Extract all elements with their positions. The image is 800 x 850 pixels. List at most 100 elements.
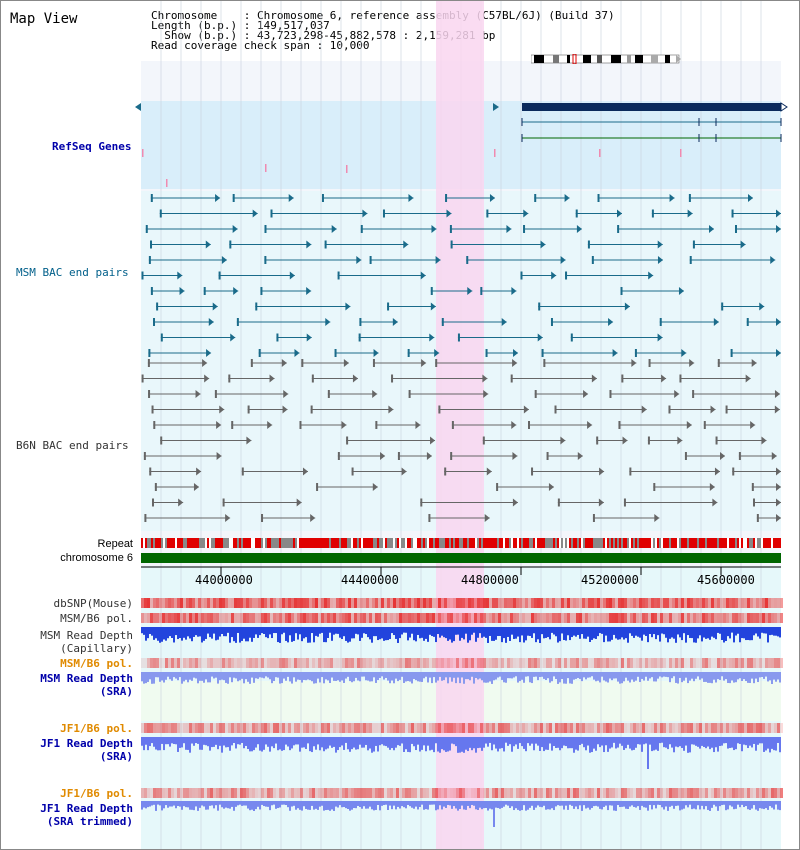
polymorphism-cell [237, 613, 240, 623]
polymorphism-cell [702, 788, 705, 798]
polymorphism-cell [681, 613, 684, 623]
track-label-b6n-bac[interactable]: B6N BAC end pairs [16, 439, 129, 452]
polymorphism-cell [405, 723, 408, 733]
polymorphism-cell [207, 658, 210, 668]
repeat-segment [685, 538, 687, 548]
polymorphism-cell [177, 723, 180, 733]
read-depth-bar [667, 801, 669, 811]
polymorphism-cell [549, 598, 552, 608]
read-depth-bar [489, 672, 491, 682]
repeat-segment [537, 538, 539, 548]
read-depth-bar [523, 737, 525, 749]
repeat-segment [639, 538, 641, 548]
repeat-segment [757, 538, 759, 548]
track-label-repeat[interactable]: Repeat [97, 538, 133, 550]
read-depth-bar [611, 801, 613, 806]
msm-bac-pair-end [520, 271, 523, 280]
repeat-segment [219, 538, 221, 548]
read-depth-bar [613, 672, 615, 679]
polymorphism-cell [258, 658, 261, 668]
repeat-segment [525, 538, 527, 548]
msm-bac-pair-arrow [657, 256, 663, 264]
repeat-segment [695, 538, 697, 548]
read-depth-bar [761, 672, 763, 677]
track-label-dbsnp[interactable]: dbSNP(Mouse) [53, 597, 133, 610]
read-depth-bar [623, 801, 625, 807]
polymorphism-cell [429, 613, 432, 623]
read-depth-bar [419, 627, 421, 639]
msm-bac-pair-arrow [648, 271, 654, 280]
polymorphism-cell [180, 658, 183, 668]
read-depth-bar [741, 737, 743, 752]
read-depth-bar [357, 737, 359, 750]
read-depth-bar [729, 672, 731, 684]
track-label-msm-read-depth-sra[interactable]: MSM Read Depth [40, 672, 133, 685]
track-label-msm-b6-pol-2[interactable]: MSM/B6 pol. [60, 657, 133, 670]
track-label-jf1-read-depth-trimmed[interactable]: JF1 Read Depth [40, 802, 133, 815]
track-label-jf1-b6-pol-2[interactable]: JF1/B6 pol. [60, 787, 133, 800]
track-label-msm-bac[interactable]: MSM BAC end pairs [16, 266, 129, 279]
repeat-segment [569, 538, 571, 548]
read-depth-bar [329, 627, 331, 633]
msm-bac-pair-arrow [429, 333, 435, 342]
read-depth-bar [381, 737, 383, 745]
track-label-msm-read-depth-capillary[interactable]: MSM Read Depth [40, 629, 133, 642]
track-label-chromosome[interactable]: chromosome 6 [60, 552, 133, 564]
read-depth-bar [483, 672, 485, 683]
polymorphism-cell [534, 788, 537, 798]
read-depth-bar [749, 672, 751, 683]
polymorphism-cell [759, 613, 762, 623]
polymorphism-cell [231, 613, 234, 623]
polymorphism-cell [564, 723, 567, 733]
read-depth-bar [389, 672, 391, 684]
read-depth-bar [425, 627, 427, 639]
track-label-msm-b6-pol-1[interactable]: MSM/B6 pol. [60, 612, 133, 625]
chromosome-ideogram[interactable] [531, 54, 681, 64]
read-depth-bar [457, 672, 459, 678]
polymorphism-cell [171, 598, 174, 608]
read-depth-bar [501, 801, 503, 808]
polymorphism-cell [150, 723, 153, 733]
polymorphism-cell [465, 598, 468, 608]
polymorphism-cell [552, 598, 555, 608]
polymorphism-cell [399, 658, 402, 668]
polymorphism-cell [552, 788, 555, 798]
read-depth-bar [687, 737, 689, 753]
polymorphism-cell [438, 613, 441, 623]
repeat-segment [773, 538, 775, 548]
repeat-segment [649, 538, 651, 548]
b6n-bac-pair-arrow [246, 436, 252, 445]
b6n-bac-pair-end [408, 390, 411, 398]
polymorphism-cell [291, 658, 294, 668]
read-depth-bar [267, 627, 269, 639]
repeat-segment [335, 538, 337, 548]
polymorphism-cell [348, 658, 351, 668]
read-depth-bar [251, 801, 253, 810]
polymorphism-cell [267, 723, 270, 733]
polymorphism-cell [504, 723, 507, 733]
polymorphism-cell [333, 723, 336, 733]
polymorphism-cell [636, 598, 639, 608]
track-label-jf1-read-depth[interactable]: JF1 Read Depth [40, 737, 133, 750]
msm-bac-pair-end [218, 271, 221, 280]
track-label-refseq-genes[interactable]: RefSeq Genes [52, 140, 132, 153]
polymorphism-cell [687, 598, 690, 608]
polymorphism-cell [312, 723, 315, 733]
polymorphism-cell [312, 598, 315, 608]
read-depth-bar [357, 801, 359, 806]
polymorphism-cell [348, 788, 351, 798]
repeat-segment [395, 538, 397, 548]
track-label-jf1-b6-pol-1[interactable]: JF1/B6 pol. [60, 722, 133, 735]
polymorphism-cell [201, 598, 204, 608]
read-depth-bar [513, 737, 515, 747]
read-depth-bar [533, 801, 535, 810]
msm-bac-pair-end [450, 240, 453, 249]
polymorphism-cell [171, 613, 174, 623]
polymorphism-cell [684, 598, 687, 608]
polymorphism-cell [282, 613, 285, 623]
polymorphism-cell [615, 788, 618, 798]
repeat-segment [293, 538, 295, 548]
polymorphism-cell [234, 613, 237, 623]
polymorphism-cell [636, 723, 639, 733]
